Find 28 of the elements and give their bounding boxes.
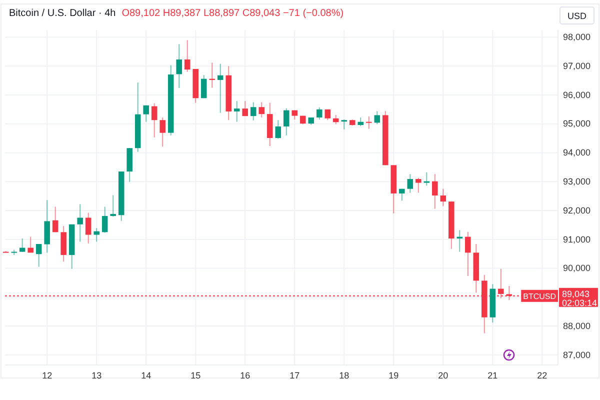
chart-title: Bitcoin / U.S. Dollar · 4h bbox=[9, 8, 116, 19]
y-tick-label: 94,000 bbox=[563, 148, 591, 158]
x-tick-label: 18 bbox=[339, 370, 350, 380]
x-tick-label: 15 bbox=[190, 370, 201, 380]
y-tick-label: 90,000 bbox=[563, 263, 591, 274]
x-tick-label: 17 bbox=[290, 370, 300, 380]
y-tick-label: 88,000 bbox=[563, 320, 591, 331]
y-tick-label: 91,000 bbox=[563, 234, 591, 244]
x-tick-label: 16 bbox=[240, 370, 250, 380]
y-tick-label: 87,000 bbox=[563, 350, 591, 360]
text: 02:03:14 bbox=[562, 298, 598, 308]
ref-line-label: BTCUSD bbox=[523, 292, 556, 301]
y-tick-label: 98,000 bbox=[563, 32, 591, 42]
y-tick-label: 95,000 bbox=[563, 118, 591, 129]
x-tick-label: 20 bbox=[438, 370, 448, 380]
x-tick-label: 13 bbox=[92, 370, 102, 380]
x-tick-label: 22 bbox=[537, 370, 548, 380]
y-tick-label: 96,000 bbox=[563, 90, 591, 100]
text: 89,043 bbox=[562, 288, 590, 299]
x-tick-label: 12 bbox=[42, 370, 52, 380]
x-tick-label: 21 bbox=[488, 370, 498, 380]
y-axis-title: USD bbox=[567, 11, 587, 21]
x-tick-label: 14 bbox=[141, 370, 152, 380]
y-tick-label: 97,000 bbox=[563, 60, 591, 71]
chart-subtitle: O89,102 H89,387 L88,897 C89,043 −71 (−0.08%) bbox=[122, 8, 344, 19]
y-tick-label: 92,000 bbox=[563, 205, 591, 216]
y-tick-label: 93,000 bbox=[563, 176, 591, 186]
x-tick-label: 19 bbox=[388, 370, 399, 380]
